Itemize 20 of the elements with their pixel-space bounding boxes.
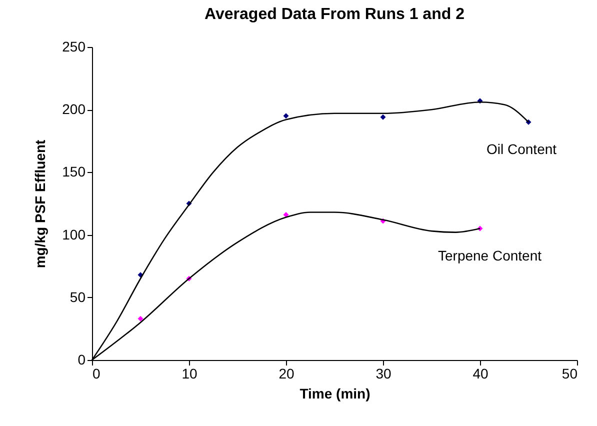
x-tick-label: 10 <box>182 366 198 382</box>
x-tick-label: 20 <box>278 366 294 382</box>
point <box>380 114 386 120</box>
y-axis-title: mg/kg PSF Effluent <box>32 139 48 268</box>
y-tick-label: 150 <box>62 164 86 180</box>
y-tick-label: 200 <box>62 101 86 118</box>
point <box>138 316 144 322</box>
x-tick-label: 40 <box>472 366 488 382</box>
x-tick-label: 0 <box>92 366 100 382</box>
annotation: Terpene Content <box>438 248 542 264</box>
x-tick-label: 50 <box>562 366 578 382</box>
annotation: Oil Content <box>486 141 557 158</box>
chart-title: Averaged Data From Runs 1 and 2 <box>204 6 465 23</box>
point <box>283 113 289 119</box>
y-tick-label: 250 <box>62 38 86 54</box>
x-axis-title: Time (min) <box>300 386 370 402</box>
y-tick-label: 0 <box>78 352 86 368</box>
y-tick-label: 100 <box>62 226 86 242</box>
x-tick-label: 30 <box>376 366 392 382</box>
y-tick-label: 50 <box>70 288 86 305</box>
